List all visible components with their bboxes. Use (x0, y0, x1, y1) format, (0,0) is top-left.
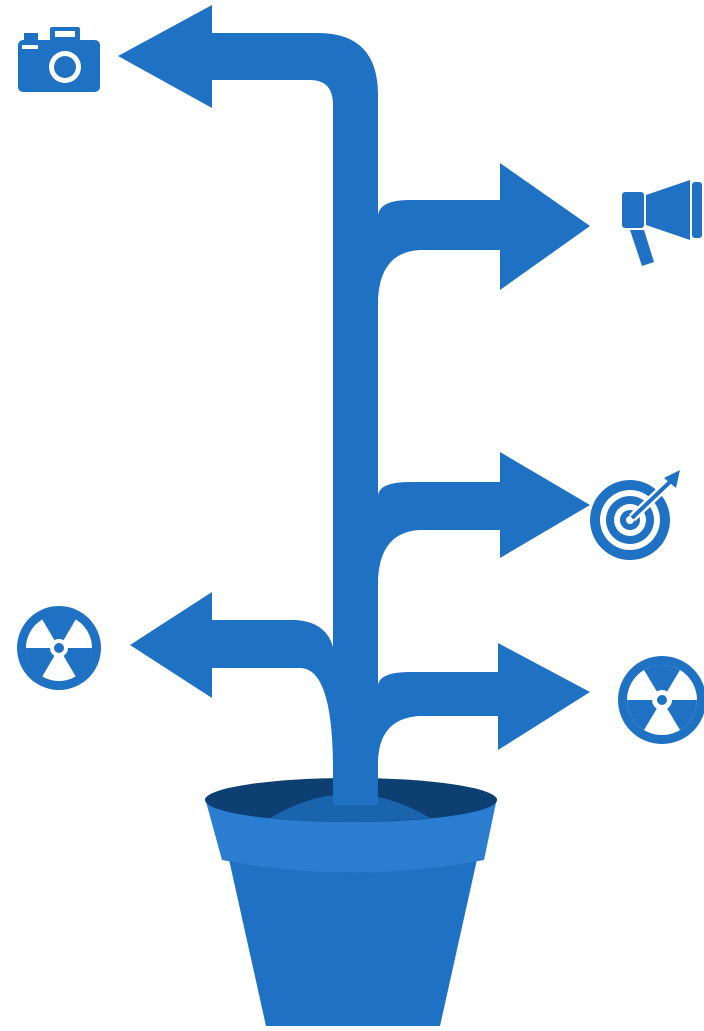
arrow-head-left (130, 592, 212, 698)
megaphone-icon (622, 180, 702, 266)
soil (270, 794, 430, 822)
trunk (212, 33, 378, 800)
arrow-head-top-left (118, 5, 212, 108)
branch-right-1 (378, 200, 502, 300)
branch-left (210, 620, 335, 770)
pot-body (222, 828, 484, 1026)
arrow-head-right-3 (498, 643, 590, 750)
arrow-head-right-2 (500, 452, 590, 558)
trunk-base (333, 760, 378, 805)
target-icon (590, 470, 680, 560)
camera-icon (18, 27, 100, 92)
arrow-head-right-1 (500, 163, 590, 290)
radiation-icon-left (17, 606, 101, 690)
plant (118, 5, 590, 800)
pot (205, 760, 497, 1026)
radiation-icon-right (618, 656, 704, 744)
branch-right-2 (378, 482, 502, 580)
branch-right-3 (378, 672, 500, 760)
